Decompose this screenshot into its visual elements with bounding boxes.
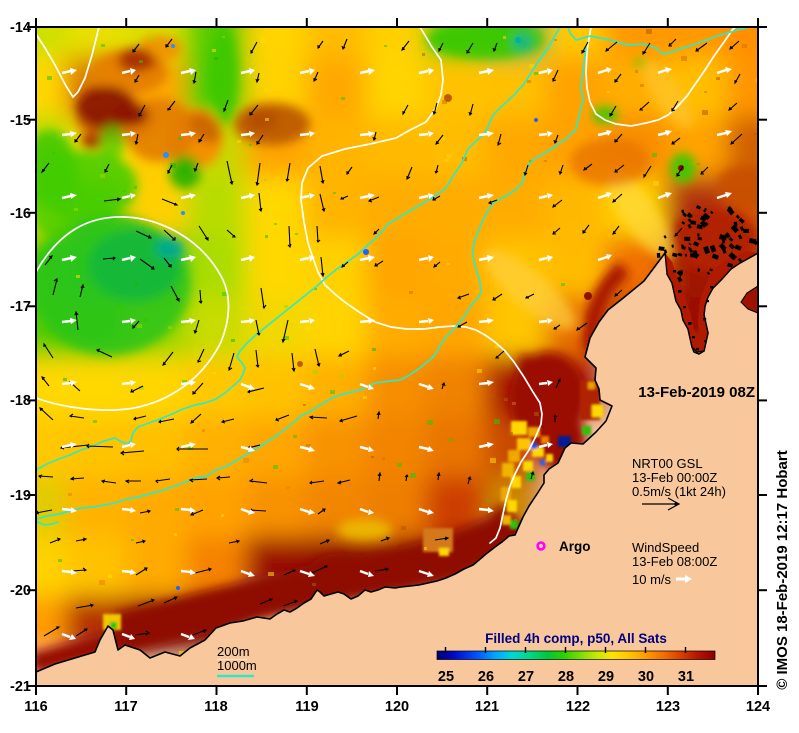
svg-text:30: 30 bbox=[638, 669, 654, 685]
svg-text:122: 122 bbox=[566, 699, 590, 715]
svg-text:29: 29 bbox=[598, 669, 614, 685]
svg-text:1000m: 1000m bbox=[217, 658, 257, 673]
svg-text:10 m/s: 10 m/s bbox=[632, 572, 672, 587]
svg-text:116: 116 bbox=[24, 699, 47, 715]
svg-text:119: 119 bbox=[295, 699, 318, 715]
svg-text:© IMOS 18-Feb-2019 12:17 Hobar: © IMOS 18-Feb-2019 12:17 Hobart bbox=[774, 450, 791, 689]
svg-text:-15: -15 bbox=[10, 113, 31, 129]
svg-text:120: 120 bbox=[385, 699, 409, 715]
svg-text:WindSpeed: WindSpeed bbox=[632, 540, 699, 555]
svg-text:-20: -20 bbox=[10, 583, 31, 599]
svg-text:-21: -21 bbox=[10, 679, 31, 695]
svg-text:13-Feb 08:00Z: 13-Feb 08:00Z bbox=[632, 554, 717, 569]
svg-text:25: 25 bbox=[438, 669, 454, 685]
svg-text:-17: -17 bbox=[10, 299, 31, 315]
svg-text:-14: -14 bbox=[10, 20, 31, 36]
svg-text:200m: 200m bbox=[217, 644, 250, 659]
svg-text:27: 27 bbox=[518, 669, 534, 685]
svg-text:NRT00 GSL: NRT00 GSL bbox=[632, 456, 703, 471]
svg-text:118: 118 bbox=[204, 699, 227, 715]
svg-text:124: 124 bbox=[746, 699, 770, 715]
svg-text:13-Feb 00:00Z: 13-Feb 00:00Z bbox=[632, 470, 717, 485]
svg-text:31: 31 bbox=[678, 669, 694, 685]
svg-text:-18: -18 bbox=[10, 393, 31, 409]
svg-text:Filled 4h comp, p50, All Sats: Filled 4h comp, p50, All Sats bbox=[485, 631, 667, 646]
svg-text:28: 28 bbox=[558, 669, 574, 685]
svg-text:-19: -19 bbox=[10, 488, 31, 504]
svg-text:0.5m/s (1kt 24h): 0.5m/s (1kt 24h) bbox=[632, 484, 726, 499]
svg-text:-16: -16 bbox=[10, 206, 31, 222]
svg-text:Argo: Argo bbox=[559, 539, 591, 554]
svg-text:117: 117 bbox=[114, 699, 137, 715]
svg-text:26: 26 bbox=[478, 669, 494, 685]
svg-text:121: 121 bbox=[475, 699, 499, 715]
svg-text:13-Feb-2019 08Z: 13-Feb-2019 08Z bbox=[638, 384, 755, 401]
svg-text:123: 123 bbox=[656, 699, 680, 715]
